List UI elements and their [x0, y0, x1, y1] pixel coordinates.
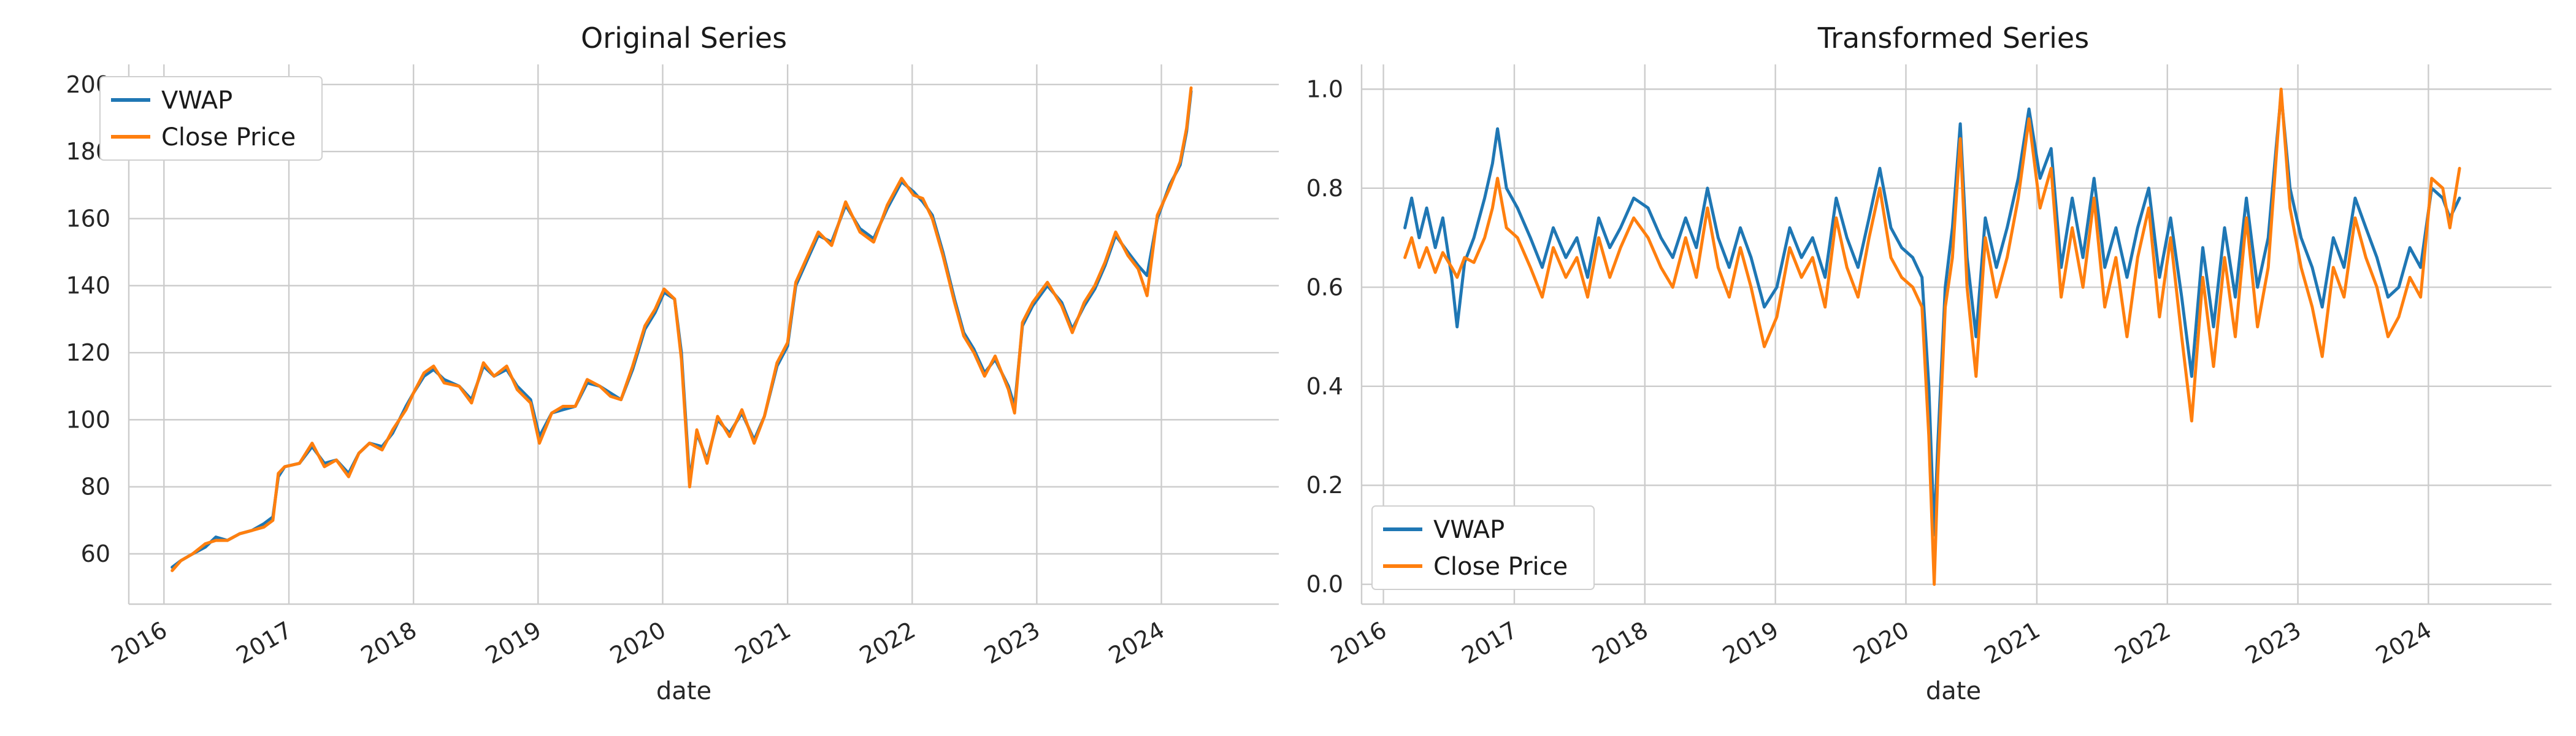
- y-tick-label: 80: [81, 473, 110, 500]
- y-tick-label: 60: [81, 540, 110, 567]
- x-tick-label: 2021: [730, 616, 795, 669]
- x-tick-label: 2021: [1980, 616, 2045, 669]
- x-tick-label: 2023: [979, 616, 1045, 669]
- x-tick-label: 2022: [2110, 616, 2175, 669]
- legend: VWAP Close Price: [1371, 505, 1595, 590]
- original-series-chart: Original Series date 6080100120140160180…: [66, 21, 1279, 705]
- series-line-close-price: [171, 86, 1193, 572]
- x-tick-label: 2024: [1104, 616, 1169, 669]
- x-axis-label: date: [656, 677, 711, 705]
- y-tick-label: 140: [66, 272, 110, 299]
- series-line-close-price: [1403, 87, 2461, 586]
- x-tick-label: 2019: [1718, 616, 1783, 669]
- series-line-vwap: [1403, 92, 2461, 537]
- x-tick-label: 2023: [2241, 616, 2306, 669]
- y-tick-label: 0.4: [1306, 373, 1343, 400]
- y-tick-label: 160: [66, 205, 110, 232]
- y-tick-label: 1.0: [1306, 75, 1343, 102]
- y-tick-label: 0.8: [1306, 175, 1343, 202]
- legend-box: [99, 76, 323, 161]
- y-tick-label: 0.0: [1306, 571, 1343, 598]
- x-tick-label: 2017: [1457, 616, 1522, 669]
- legend-label-vwap: VWAP: [161, 86, 232, 115]
- x-tick-label: 2024: [2371, 616, 2436, 669]
- chart-title: Original Series: [581, 21, 787, 55]
- x-tick-label: 2019: [481, 616, 546, 669]
- x-axis-label: date: [1926, 677, 1981, 705]
- chart-title: Transformed Series: [1817, 21, 2089, 55]
- legend-box: [1371, 505, 1595, 590]
- x-tick-label: 2020: [1849, 616, 1914, 669]
- x-tick-label: 2017: [232, 616, 297, 669]
- transformed-series-chart: Transformed Series date 0.0 0.2 0.4 0.6 0.8 1…: [1306, 21, 2551, 705]
- y-tick-label: 120: [66, 339, 110, 366]
- x-tick-label: 2016: [107, 616, 172, 669]
- x-tick-label: 2020: [605, 616, 670, 669]
- x-tick-label: 2016: [1326, 616, 1391, 669]
- legend-label-vwap: VWAP: [1433, 516, 1505, 544]
- x-tick-label: 2022: [855, 616, 920, 669]
- y-tick-label: 0.6: [1306, 274, 1343, 301]
- series-line-vwap: [171, 90, 1193, 569]
- x-tick-label: 2018: [356, 616, 421, 669]
- y-tick-label: 0.2: [1306, 472, 1343, 499]
- y-tick-label: 100: [66, 406, 110, 433]
- legend-label-close-price: Close Price: [161, 123, 296, 151]
- legend-label-close-price: Close Price: [1433, 553, 1568, 581]
- legend: VWAP Close Price: [99, 76, 323, 161]
- x-tick-label: 2018: [1588, 616, 1653, 669]
